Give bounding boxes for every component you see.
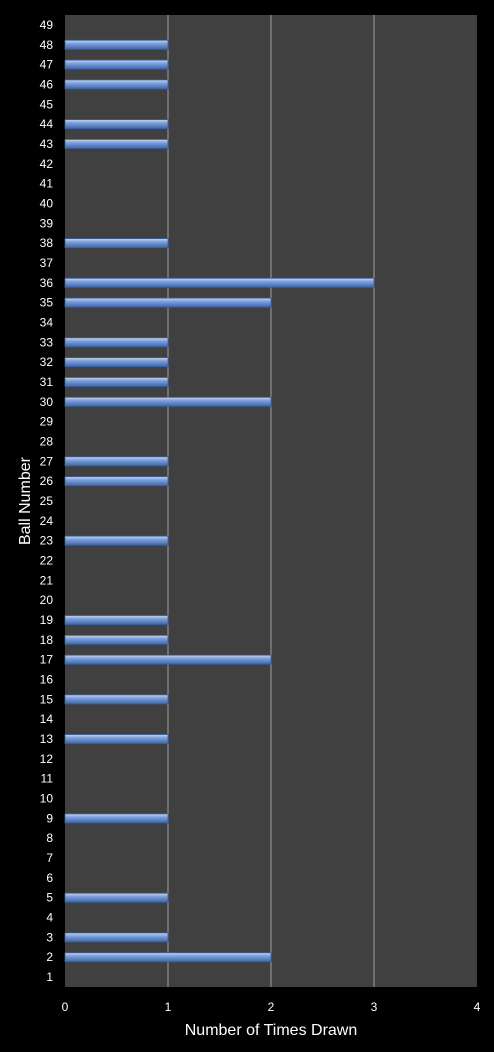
y-tick-label: 3 [46, 930, 53, 944]
x-axis-title: Number of Times Drawn [185, 1022, 358, 1039]
bar-ball-26 [64, 476, 169, 487]
y-tick-label: 37 [40, 256, 54, 270]
y-tick-label: 30 [40, 395, 54, 409]
bar-ball-18 [64, 634, 169, 645]
y-tick-label: 19 [40, 613, 54, 627]
bar-ball-35 [64, 297, 272, 308]
bar-ball-33 [64, 337, 169, 348]
y-tick-label: 11 [41, 772, 54, 786]
y-tick-label: 10 [40, 792, 54, 806]
bar-ball-48 [64, 39, 169, 50]
x-tick-label: 4 [474, 1000, 481, 1014]
y-tick-label: 16 [40, 673, 54, 687]
y-tick-label: 36 [40, 276, 54, 290]
y-tick-label: 49 [40, 18, 54, 32]
y-tick-label: 20 [40, 593, 54, 607]
bar-ball-36 [64, 277, 375, 288]
y-tick-label: 15 [40, 692, 54, 706]
y-axis-title: Ball Number [17, 456, 34, 545]
x-tick-label: 1 [165, 1000, 172, 1014]
y-tick-label: 32 [40, 355, 54, 369]
y-tick-label: 46 [40, 77, 54, 91]
y-tick-label: 41 [40, 177, 54, 191]
y-tick-label: 42 [40, 157, 54, 171]
y-tick-label: 48 [40, 38, 54, 52]
y-tick-label: 9 [46, 811, 53, 825]
bar-ball-13 [64, 734, 169, 744]
y-tick-label: 22 [40, 554, 54, 568]
y-tick-label: 17 [40, 653, 54, 667]
bar-ball-3 [64, 932, 169, 943]
y-tick-label: 25 [40, 494, 54, 508]
y-tick-label: 40 [40, 196, 54, 210]
y-tick-label: 28 [40, 434, 54, 448]
bar-ball-44 [64, 119, 169, 130]
y-tick-label: 38 [40, 236, 54, 250]
x-tick-label: 2 [268, 1000, 275, 1014]
x-tick-label: 3 [371, 1000, 378, 1014]
y-tick-label: 8 [46, 831, 53, 845]
bar-ball-17 [64, 654, 272, 665]
y-tick-label: 1 [46, 970, 53, 984]
y-tick-label: 45 [40, 97, 54, 111]
y-tick-label: 2 [46, 950, 53, 964]
bars [64, 39, 375, 963]
bar-ball-31 [64, 377, 169, 387]
y-tick-label: 4 [46, 911, 53, 925]
y-tick-label: 21 [40, 573, 54, 587]
y-tick-label: 29 [40, 415, 54, 429]
bar-ball-46 [64, 79, 169, 90]
y-tick-label: 6 [46, 871, 53, 885]
y-tick-label: 35 [40, 296, 54, 310]
bar-ball-19 [64, 615, 169, 625]
x-axis-tick-labels: 0 1 2 3 4 [62, 1000, 481, 1014]
bar-ball-43 [64, 139, 169, 149]
y-tick-label: 43 [40, 137, 54, 151]
x-tick-label: 0 [62, 1000, 69, 1014]
y-tick-label: 39 [40, 216, 54, 230]
bar-ball-27 [64, 456, 169, 467]
bar-ball-5 [64, 892, 169, 903]
y-tick-label: 23 [40, 534, 54, 548]
y-tick-label: 12 [40, 752, 54, 766]
y-tick-label: 34 [40, 315, 54, 329]
y-tick-label: 24 [40, 514, 54, 528]
y-tick-label: 27 [40, 454, 54, 468]
y-tick-label: 5 [46, 891, 53, 905]
y-tick-label: 7 [46, 851, 53, 865]
bar-ball-38 [64, 238, 169, 249]
bar-ball-23 [64, 535, 169, 546]
bar-ball-9 [64, 813, 169, 824]
gridlines [167, 15, 375, 987]
bar-ball-2 [64, 952, 272, 963]
y-tick-label: 13 [40, 732, 54, 746]
y-tick-label: 47 [40, 58, 54, 72]
y-tick-label: 18 [40, 633, 54, 647]
y-tick-label: 44 [40, 117, 54, 131]
bar-ball-47 [64, 59, 169, 70]
bar-ball-30 [64, 396, 272, 407]
y-axis-tick-labels: 1234567891011121314151617181920212223242… [40, 18, 54, 984]
y-tick-label: 31 [40, 375, 54, 389]
y-tick-label: 14 [40, 712, 54, 726]
y-tick-label: 26 [40, 474, 54, 488]
bar-ball-32 [64, 357, 169, 368]
y-tick-label: 33 [40, 335, 54, 349]
bar-ball-15 [64, 694, 169, 705]
